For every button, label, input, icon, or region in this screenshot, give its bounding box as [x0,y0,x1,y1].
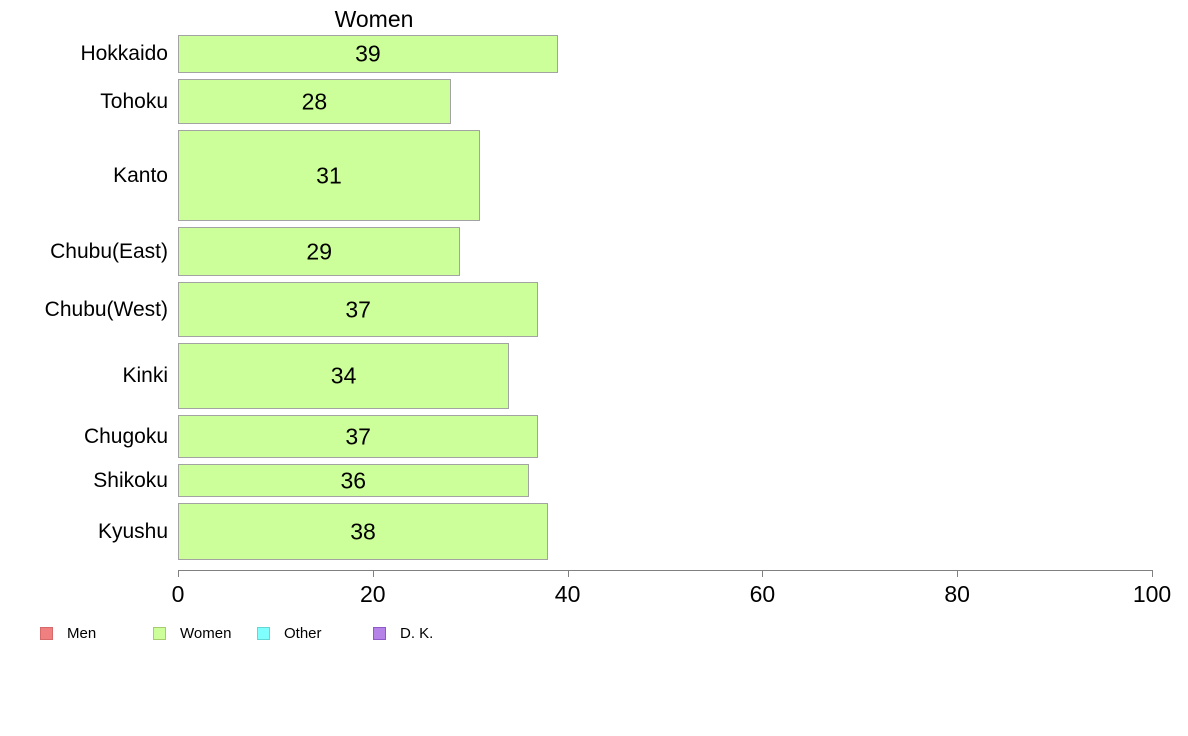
bar [178,35,558,73]
x-axis-tick-label: 60 [749,581,776,607]
legend-item-women: Women [153,625,231,642]
bar [178,79,451,124]
x-axis-tick [957,570,959,577]
category-label: Chugoku [83,424,168,448]
bar-value-label: 39 [355,40,381,67]
bar [178,130,480,221]
x-axis-tick [567,570,569,577]
x-axis-tick-label: 80 [944,581,970,607]
category-label: Kinki [122,364,168,387]
legend-item-d-k: D. K. [373,625,433,642]
bar-value-label: 36 [340,467,367,493]
category-label: Shikoku [93,468,168,492]
x-axis-tick [372,570,374,577]
bar [178,227,461,276]
bar [178,464,529,497]
legend-swatch-icon [257,627,270,640]
bar-value-label: 29 [306,238,333,264]
legend-item-other: Other [257,625,322,642]
chart-title: Women [334,6,414,32]
category-label: Kyushu [97,519,168,543]
x-axis-tick-label: 100 [1132,581,1172,607]
legend-label: Women [180,625,232,642]
x-axis-tick-label: 20 [360,581,386,607]
category-label: Chubu(East) [50,239,168,263]
category-label: Hokkaido [80,42,168,65]
legend-label: D. K. [400,625,434,642]
bar [178,415,539,458]
x-axis-line [178,570,1152,571]
legend-swatch-icon [373,627,386,640]
category-label: Tohoku [100,89,168,113]
x-axis-tick-label: 40 [554,581,581,607]
bar-value-label: 31 [316,162,342,188]
legend-item-men: Men [40,625,96,642]
legend-swatch-icon [153,627,166,640]
bar-value-label: 38 [350,518,376,544]
bar [178,282,539,337]
x-axis-tick-label: 0 [171,581,185,607]
category-label: Chubu(West) [44,297,168,321]
category-label: Kanto [113,163,168,187]
bar [178,343,510,409]
x-axis-tick [178,570,179,577]
x-axis-tick [1152,570,1153,577]
legend-swatch-icon [40,627,53,640]
legend-label: Men [67,625,97,642]
x-axis-tick [762,570,764,577]
bar-value-label: 34 [330,362,357,389]
bar-value-label: 28 [301,88,328,114]
bar [178,503,549,560]
bar-value-label: 37 [345,296,371,322]
legend-label: Other [284,625,322,642]
bar-value-label: 37 [345,423,371,449]
